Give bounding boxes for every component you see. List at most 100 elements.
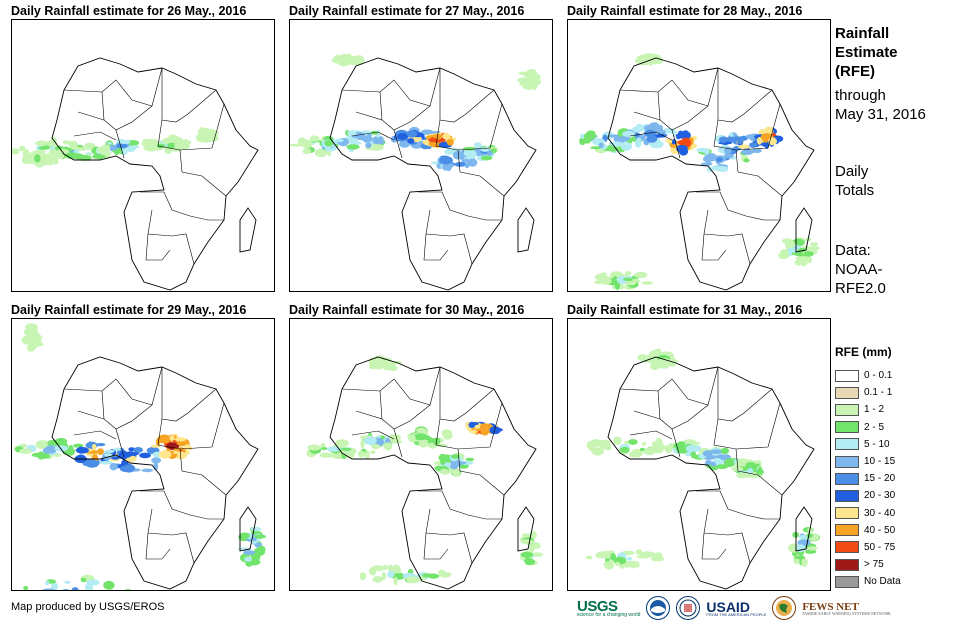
- rainfall-cell: [91, 444, 97, 449]
- country-border: [351, 131, 395, 141]
- rainfall-cell: [627, 439, 638, 445]
- rainfall-cell: [718, 136, 728, 144]
- rainfall-cell: [745, 462, 757, 468]
- rainfall-cell: [586, 441, 594, 450]
- rainfall-cell: [45, 154, 57, 159]
- country-border: [341, 67, 441, 107]
- rainfall-cell: [309, 135, 320, 142]
- rainfall-cell: [376, 362, 383, 370]
- legend-item: 1 - 2: [835, 401, 960, 418]
- rainfall-cell: [597, 551, 611, 555]
- rainfall-cell: [731, 466, 744, 472]
- country-border: [147, 508, 195, 564]
- legend-label: 20 - 30: [864, 490, 896, 502]
- globe-icon: [776, 600, 793, 616]
- country-border: [145, 233, 171, 261]
- rainfall-cell: [387, 564, 393, 572]
- rainfall-cell: [518, 71, 531, 76]
- rainfall-cell: [603, 561, 610, 567]
- rainfall-cell: [469, 422, 479, 426]
- rainfall-cell: [35, 440, 50, 449]
- rainfall-cell: [583, 132, 597, 140]
- country-border: [355, 410, 383, 420]
- fews-globe: [772, 596, 797, 620]
- country-border: [629, 430, 673, 440]
- legend-swatch: [835, 558, 859, 571]
- rainfall-cell: [636, 555, 650, 559]
- rainfall-cell: [158, 450, 172, 459]
- rainfall-cell: [99, 460, 113, 465]
- side-title-line: Rainfall: [835, 25, 890, 42]
- rainfall-cell: [635, 549, 643, 555]
- rainfall-cell: [705, 460, 712, 466]
- side-through-line: May 31, 2016: [835, 106, 926, 123]
- country-border: [633, 410, 661, 420]
- rainfall-cell: [756, 137, 762, 145]
- rainfall-cell: [21, 155, 31, 164]
- legend-label: 1 - 2: [864, 404, 885, 416]
- rainfall-cell: [327, 446, 341, 452]
- legend-label: 5 - 10: [864, 438, 890, 450]
- country-border: [423, 532, 449, 560]
- country-border: [671, 428, 681, 458]
- country-border: [619, 67, 719, 107]
- rainfall-cell: [382, 363, 392, 370]
- rainfall-cell: [70, 144, 79, 150]
- country-border: [179, 448, 227, 496]
- africa-coastline: [51, 356, 259, 590]
- rainfall-cell: [442, 163, 450, 171]
- rainfall-cell: [38, 146, 48, 150]
- rainfall-cell: [734, 462, 748, 467]
- rainfall-cell: [307, 444, 321, 451]
- country-border: [63, 67, 163, 107]
- country-border: [77, 410, 105, 420]
- rainfall-cell: [706, 166, 713, 173]
- rainfall-cell: [324, 140, 334, 147]
- rainfall-cell: [62, 588, 70, 590]
- rainfall-cell: [365, 142, 372, 149]
- fews-logo: FEWS NET FAMINE EARLY WARNING SYSTEMS NE…: [802, 601, 891, 616]
- country-border: [425, 508, 473, 564]
- rainfall-cell: [252, 537, 257, 542]
- rainfall-cell: [613, 436, 622, 445]
- rainfall-cell: [64, 580, 71, 584]
- rainfall-cell: [624, 440, 629, 445]
- country-border: [379, 390, 431, 430]
- rainfall-cell: [629, 451, 637, 458]
- rainfall-cell: [443, 454, 451, 459]
- legend-swatch: [835, 455, 859, 468]
- rainfall-cell: [780, 249, 789, 257]
- madagascar-outline: [795, 506, 813, 552]
- side-data-line: RFE2.0: [835, 280, 886, 297]
- rainfall-cell: [408, 434, 416, 442]
- side-totals-line: Totals: [835, 182, 875, 199]
- rainfall-cell: [685, 445, 697, 453]
- noaa-emblem-icon: [650, 600, 667, 616]
- country-border: [115, 428, 125, 458]
- rainfall-cell: [297, 137, 307, 146]
- country-border: [703, 209, 751, 265]
- rainfall-cell: [32, 341, 38, 350]
- rainfall-cell: [417, 577, 427, 581]
- country-border: [425, 209, 473, 265]
- country-border: [393, 129, 403, 159]
- rainfall-cell: [387, 570, 395, 578]
- country-border: [73, 131, 117, 141]
- rainfall-cell: [243, 550, 256, 555]
- madagascar-outline: [517, 506, 535, 552]
- rainfall-cell: [369, 566, 377, 576]
- usaid-logo: USAID FROM THE AMERICAN PEOPLE: [706, 599, 766, 617]
- panel-title: Daily Rainfall estimate for 26 May., 201…: [11, 4, 247, 18]
- rainfall-cell: [80, 577, 87, 583]
- rainfall-cell: [579, 137, 586, 146]
- legend-item: 5 - 10: [835, 436, 960, 453]
- rainfall-cell: [111, 456, 120, 460]
- rainfall-cell: [442, 132, 451, 140]
- rainfall-map: [567, 19, 831, 292]
- rainfall-cell: [623, 277, 631, 281]
- rainfall-cell: [107, 142, 112, 145]
- rainfall-cell: [617, 129, 623, 137]
- rainfall-cell: [636, 137, 642, 143]
- rainfall-cell: [620, 142, 632, 151]
- panel-title: Daily Rainfall estimate for 31 May., 201…: [567, 303, 803, 317]
